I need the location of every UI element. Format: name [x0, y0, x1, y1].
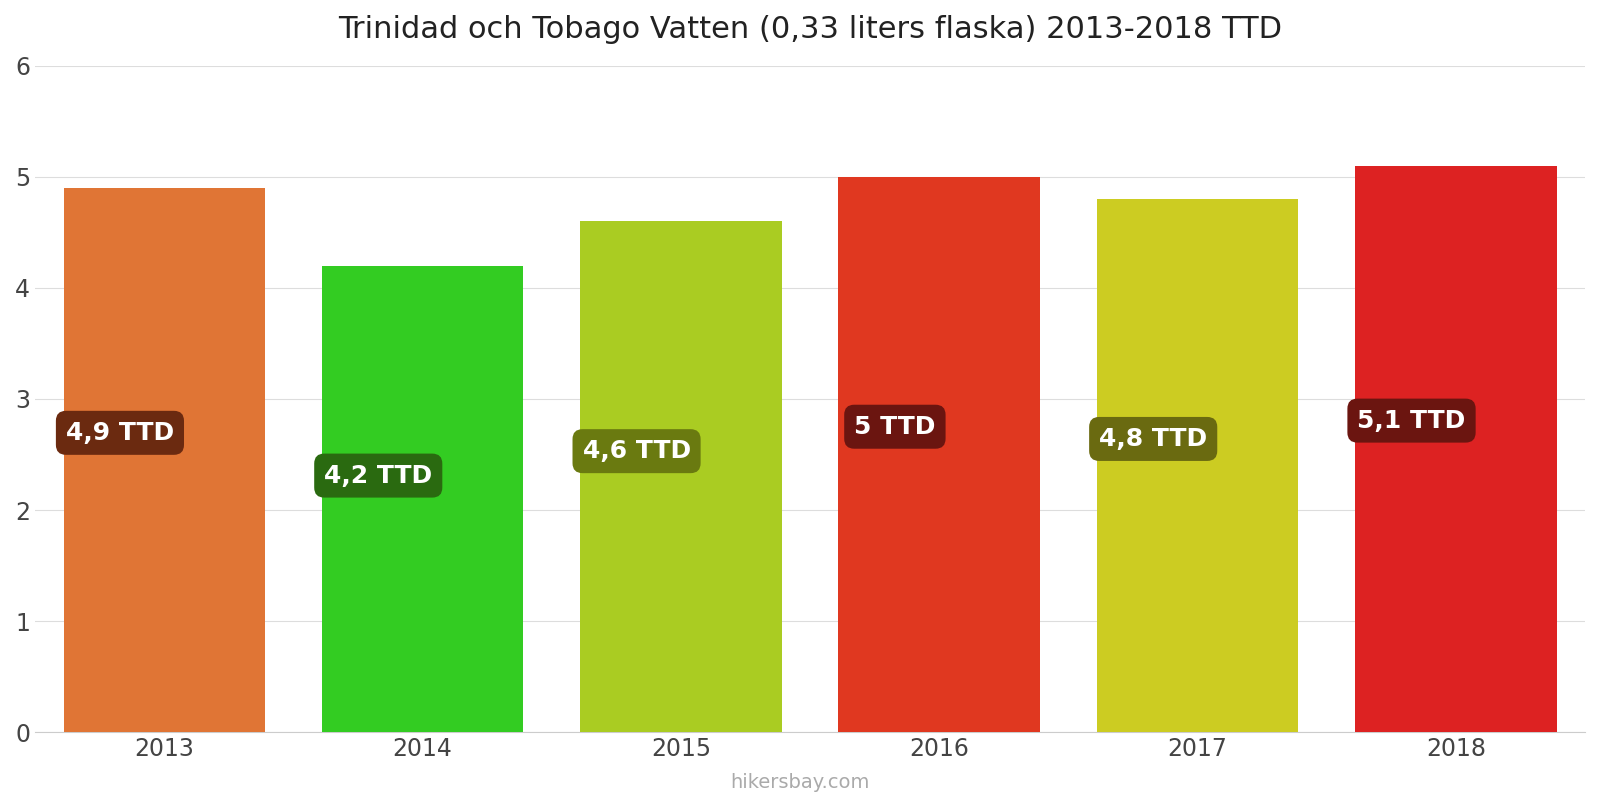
Bar: [1355, 166, 1557, 732]
Text: 4,9 TTD: 4,9 TTD: [66, 421, 174, 445]
Text: 5,1 TTD: 5,1 TTD: [1357, 409, 1466, 433]
Bar: [838, 177, 1040, 732]
Text: 5 TTD: 5 TTD: [854, 414, 936, 438]
Title: Trinidad och Tobago Vatten (0,33 liters flaska) 2013-2018 TTD: Trinidad och Tobago Vatten (0,33 liters …: [338, 15, 1282, 44]
Text: 4,2 TTD: 4,2 TTD: [325, 463, 432, 487]
Text: hikersbay.com: hikersbay.com: [730, 773, 870, 792]
Bar: [581, 222, 782, 732]
Bar: [322, 266, 523, 732]
Bar: [1096, 199, 1298, 732]
Text: 4,6 TTD: 4,6 TTD: [582, 439, 691, 463]
Bar: [64, 188, 266, 732]
Text: 4,8 TTD: 4,8 TTD: [1099, 427, 1208, 451]
